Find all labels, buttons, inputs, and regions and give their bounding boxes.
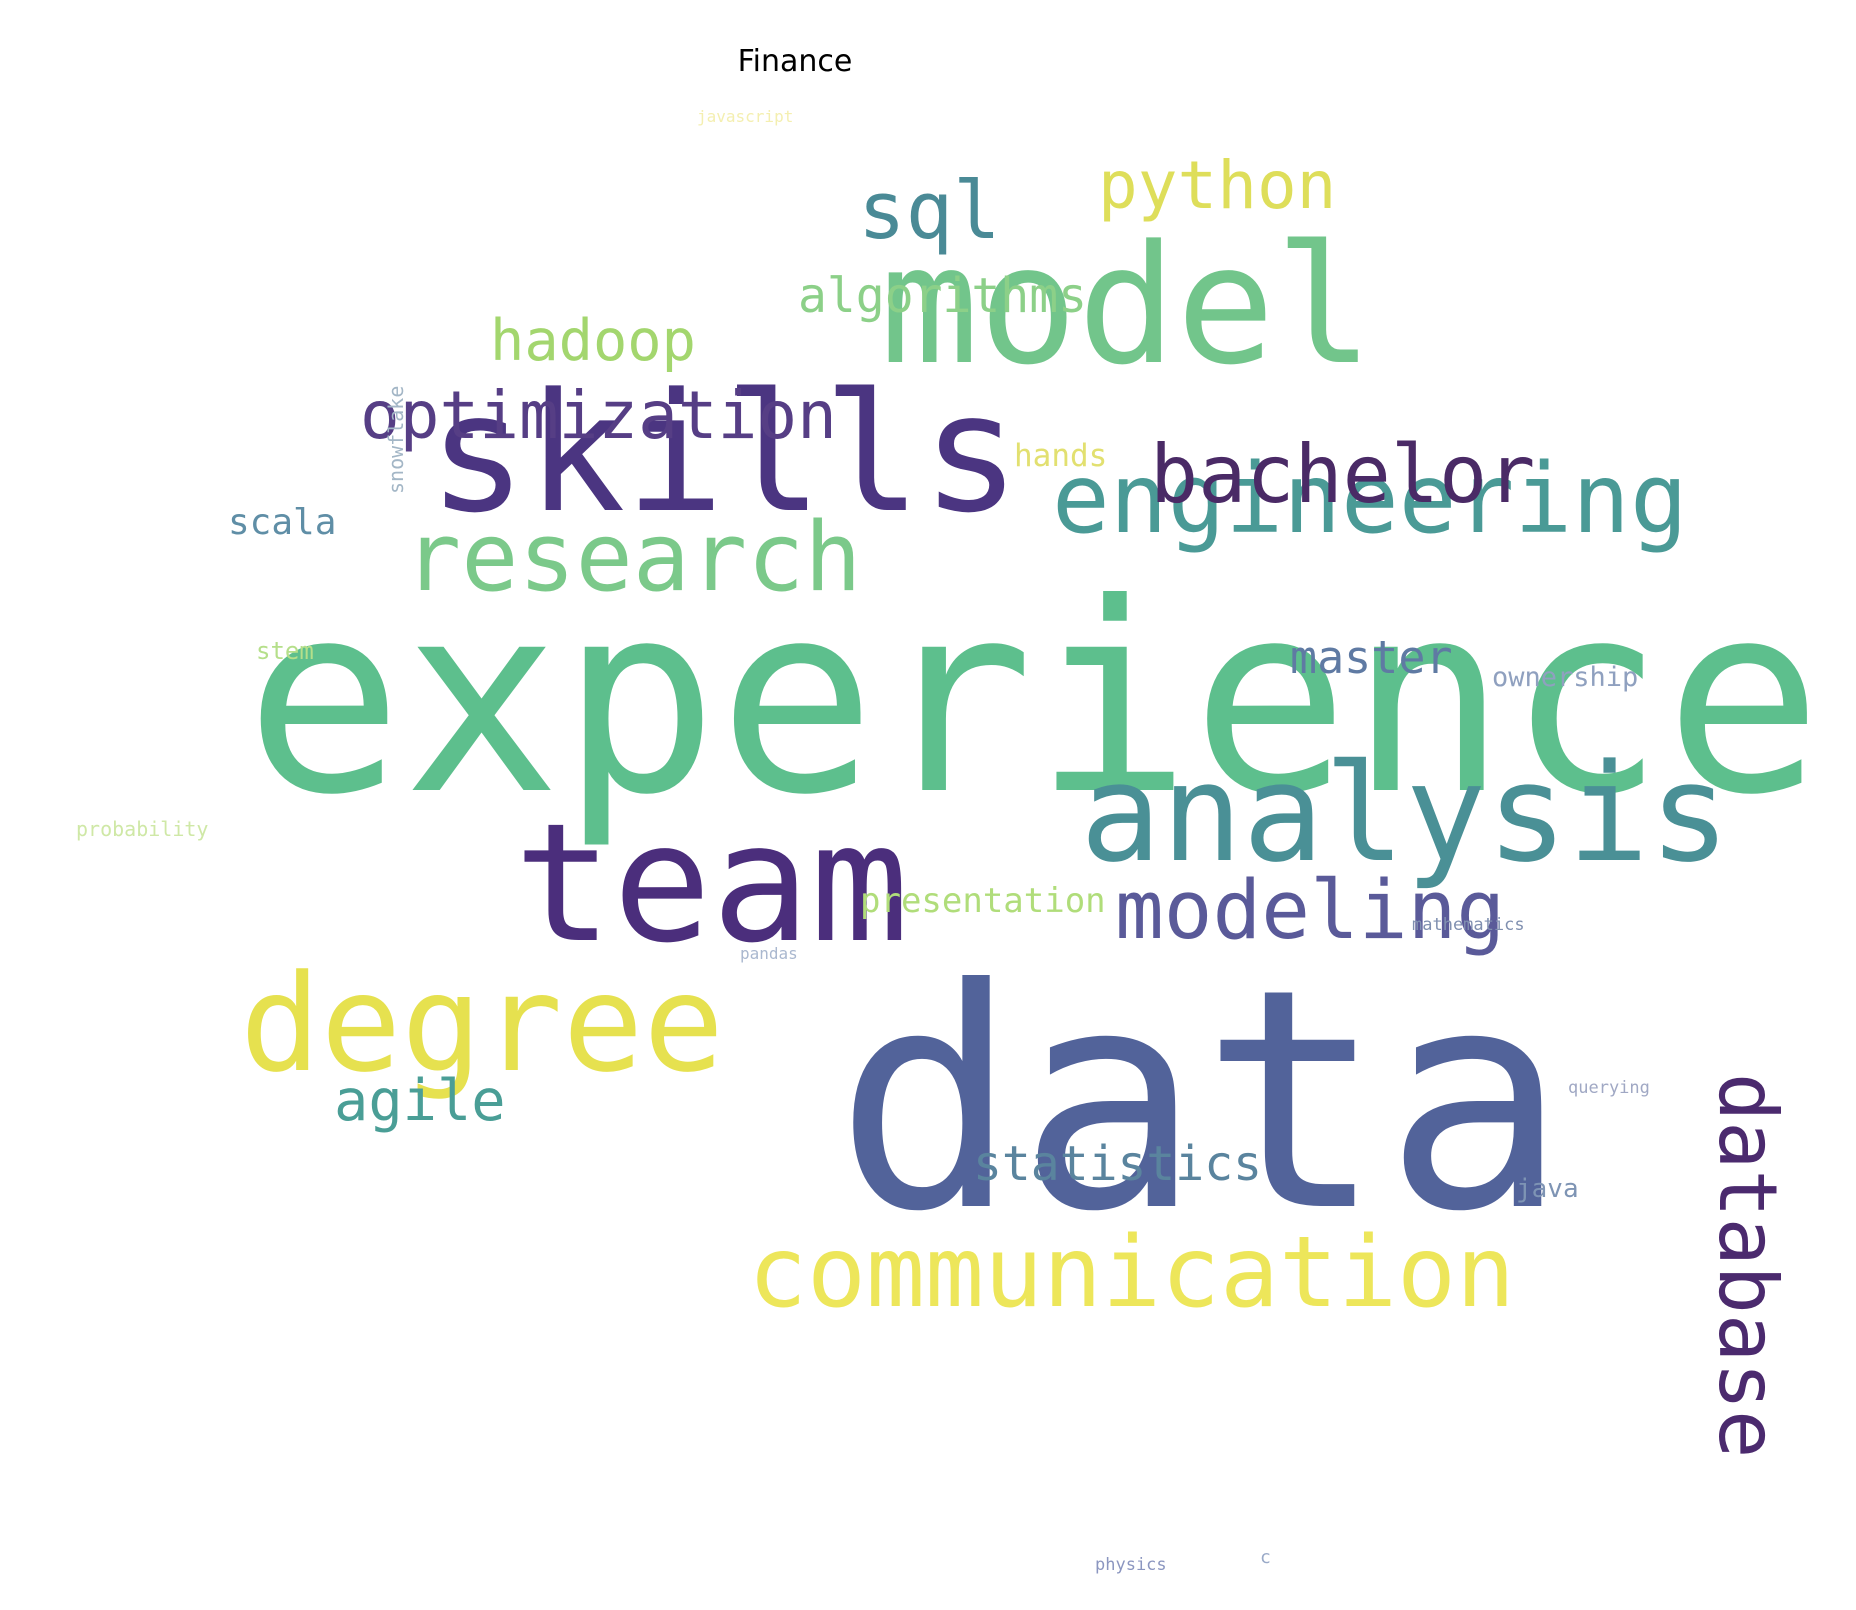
- word-modeling: modeling: [1115, 864, 1505, 958]
- word-java: java: [1516, 1174, 1579, 1204]
- word-querying: querying: [1568, 1078, 1650, 1098]
- word-statistics: statistics: [973, 1136, 1262, 1192]
- word-hadoop: hadoop: [490, 308, 696, 374]
- word-research: research: [404, 503, 862, 613]
- chart-title: Finance: [737, 44, 853, 79]
- word-master: master: [1290, 631, 1453, 684]
- word-degree: degree: [240, 946, 724, 1102]
- word-analysis: analysis: [1080, 735, 1730, 892]
- word-sql: sql: [858, 165, 1001, 257]
- word-physics: physics: [1095, 1555, 1167, 1575]
- word-algorithms: algorithms: [798, 268, 1087, 324]
- word-database: database: [1701, 1073, 1794, 1458]
- word-c: c: [1260, 1547, 1271, 1568]
- word-experience: experience: [245, 547, 1822, 852]
- word-javascript: javascript: [697, 107, 793, 126]
- word-skills: skills: [428, 358, 1020, 549]
- word-engineering: engineering: [1052, 443, 1688, 555]
- word-bachelor: bachelor: [1150, 428, 1535, 521]
- word-ownership: ownership: [1492, 662, 1638, 693]
- word-probability: probability: [76, 817, 208, 841]
- word-hands: hands: [1014, 438, 1107, 474]
- word-python: python: [1098, 147, 1336, 224]
- word-presentation: presentation: [860, 881, 1106, 921]
- word-snowflake: snowflake: [384, 386, 408, 494]
- word-scala: scala: [228, 502, 336, 543]
- word-agile: agile: [334, 1068, 506, 1134]
- word-model: model: [880, 210, 1374, 401]
- word-stem: stem: [256, 637, 314, 665]
- word-team: team: [514, 788, 909, 979]
- word-pandas: pandas: [740, 944, 798, 963]
- word-data: data: [835, 924, 1567, 1278]
- word-optimization: optimization: [360, 377, 837, 454]
- word-communication: communication: [748, 1216, 1515, 1330]
- word-mathematics: mathematics: [1412, 915, 1525, 935]
